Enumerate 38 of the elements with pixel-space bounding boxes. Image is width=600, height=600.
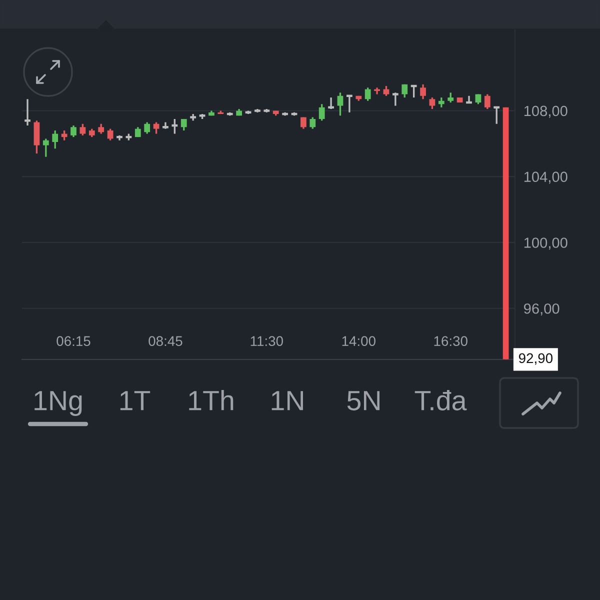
x-tick-label: 08:45 bbox=[148, 336, 182, 346]
candlestick bbox=[153, 121, 160, 135]
candlestick bbox=[52, 130, 58, 150]
y-tick-label: 100,00 bbox=[524, 238, 568, 250]
annotation: 92,90 bbox=[518, 353, 553, 365]
y-tick-label: 108,00 bbox=[524, 106, 568, 118]
candlestick bbox=[429, 96, 436, 110]
candlestick bbox=[364, 86, 371, 102]
candlestick bbox=[402, 84, 408, 98]
candlestick bbox=[98, 123, 104, 135]
x-tick-label: 14:00 bbox=[342, 336, 376, 346]
text: 5N bbox=[347, 391, 380, 410]
candlestick bbox=[374, 86, 380, 96]
candlestick bbox=[107, 128, 114, 142]
candlestick bbox=[420, 84, 426, 100]
text: 1Th bbox=[189, 390, 234, 410]
candlestick bbox=[144, 121, 150, 135]
text: 1T bbox=[120, 391, 150, 410]
x-tick-label: 06:15 bbox=[56, 336, 90, 346]
y-tick-label: 96,00 bbox=[524, 303, 560, 316]
x-tick-label: 16:30 bbox=[434, 336, 468, 346]
y-tick-label: 104,00 bbox=[524, 172, 568, 184]
text: T.đa bbox=[414, 390, 467, 410]
candlestick bbox=[61, 130, 68, 142]
text: 1N bbox=[272, 391, 303, 410]
text: 1Ng bbox=[34, 391, 82, 416]
candlestick bbox=[310, 116, 316, 130]
candlestick bbox=[318, 103, 325, 122]
candlestick bbox=[448, 92, 454, 104]
candlestick bbox=[70, 124, 76, 138]
candlestick bbox=[80, 123, 86, 136]
x-tick-label: 11:30 bbox=[250, 336, 283, 346]
candlestick bbox=[475, 93, 482, 105]
candlestick bbox=[337, 92, 344, 116]
candlestick bbox=[34, 120, 40, 154]
candlestick bbox=[484, 93, 490, 110]
candlestick bbox=[438, 96, 444, 108]
candlestick bbox=[42, 138, 49, 158]
